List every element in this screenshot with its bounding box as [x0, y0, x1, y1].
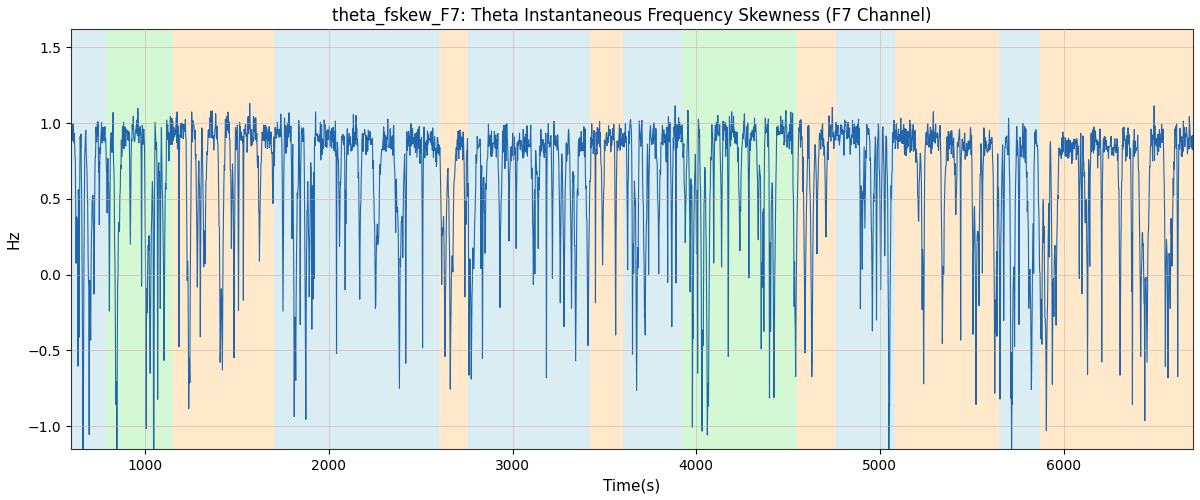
- Y-axis label: Hz: Hz: [7, 230, 22, 249]
- Bar: [894, 30, 1000, 449]
- Bar: [71, 30, 107, 449]
- Bar: [274, 30, 343, 449]
- Bar: [683, 30, 724, 449]
- Bar: [797, 30, 836, 449]
- Bar: [173, 30, 274, 449]
- Bar: [107, 30, 173, 449]
- Bar: [724, 30, 797, 449]
- Bar: [1000, 30, 1039, 449]
- X-axis label: Time(s): Time(s): [604, 478, 660, 493]
- Bar: [439, 30, 468, 449]
- Bar: [468, 30, 589, 449]
- Bar: [1039, 30, 1193, 449]
- Bar: [589, 30, 623, 449]
- Title: theta_fskew_F7: Theta Instantaneous Frequency Skewness (F7 Channel): theta_fskew_F7: Theta Instantaneous Freq…: [332, 7, 931, 25]
- Bar: [343, 30, 439, 449]
- Bar: [623, 30, 683, 449]
- Bar: [836, 30, 894, 449]
